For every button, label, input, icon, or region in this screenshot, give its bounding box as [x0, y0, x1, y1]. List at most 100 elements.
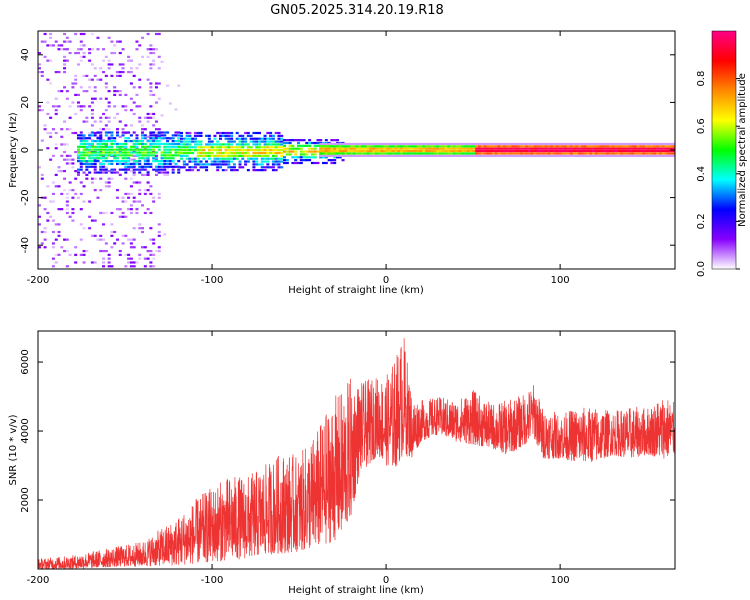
heatmap-cell	[397, 147, 401, 150]
heatmap-cell	[536, 152, 540, 155]
heatmap-cell	[553, 145, 557, 148]
heatmap-cell	[511, 152, 515, 155]
heatmap-cell	[160, 162, 164, 166]
heatmap-cell	[516, 142, 520, 146]
heatmap-cell	[316, 139, 320, 142]
heatmap-cell	[260, 169, 264, 172]
heatmap-cell	[516, 150, 520, 153]
heatmap-cell	[480, 142, 484, 146]
heatmap-cell	[138, 223, 142, 226]
heatmap-cell	[90, 78, 94, 81]
heatmap-cell	[107, 59, 111, 62]
heatmap-cell	[57, 70, 61, 74]
heatmap-cell	[221, 131, 225, 135]
heatmap-cell	[433, 142, 437, 146]
heatmap-cell	[447, 142, 451, 146]
heatmap-cell	[93, 162, 97, 166]
heatmap-cell	[567, 150, 571, 153]
heatmap-cell	[252, 160, 256, 163]
heatmap-cell	[514, 150, 518, 153]
heatmap-cell	[553, 152, 557, 155]
heatmap-cell	[138, 189, 142, 192]
heatmap-cell	[288, 139, 292, 142]
heatmap-cell	[146, 208, 150, 211]
heatmap-cell	[74, 112, 78, 116]
heatmap-cell	[586, 142, 590, 146]
heatmap-cell	[152, 159, 156, 163]
heatmap-cell	[102, 59, 106, 62]
heatmap-cell	[628, 150, 632, 153]
heatmap-cell	[622, 152, 626, 155]
heatmap-cell	[380, 154, 384, 157]
heatmap-cell	[224, 137, 228, 140]
heatmap-cell	[628, 147, 632, 150]
heatmap-cell	[452, 152, 456, 155]
heatmap-cell	[79, 44, 83, 47]
heatmap-cell	[63, 63, 67, 66]
heatmap-cell	[516, 147, 520, 150]
heatmap-cell	[670, 150, 674, 153]
heatmap-cell	[411, 150, 415, 153]
heatmap-cell	[149, 86, 153, 89]
heatmap-cell	[296, 139, 300, 142]
heatmap-cell	[90, 131, 94, 134]
heatmap-cell	[230, 157, 234, 160]
heatmap-cell	[246, 160, 250, 163]
heatmap-cell	[335, 154, 339, 157]
heatmap-cell	[227, 151, 231, 155]
heatmap-cell	[154, 120, 158, 123]
heatmap-cell	[196, 134, 200, 137]
heatmap-cell	[43, 32, 47, 36]
heatmap-cell	[583, 154, 587, 157]
heatmap-cell	[129, 204, 133, 207]
heatmap-cell	[188, 160, 192, 163]
heatmap-cell	[157, 234, 161, 237]
heatmap-cell	[43, 208, 47, 211]
heatmap-cell	[338, 152, 342, 155]
heatmap-cell	[672, 150, 675, 153]
heatmap-cell	[102, 112, 106, 116]
heatmap-cell	[115, 159, 119, 163]
heatmap-cell	[594, 150, 598, 153]
heatmap-cell	[505, 154, 509, 157]
heatmap-cell	[302, 150, 306, 153]
heatmap-cell	[110, 234, 114, 237]
heatmap-cell	[221, 154, 225, 157]
heatmap-cell	[416, 142, 420, 146]
heatmap-cell	[152, 168, 156, 171]
heatmap-cell	[271, 137, 275, 140]
heatmap-cell	[71, 82, 75, 85]
heatmap-cell	[85, 142, 89, 146]
heatmap-cell	[438, 147, 442, 150]
heatmap-cell	[79, 134, 83, 137]
heatmap-cell	[305, 159, 309, 162]
heatmap-cell	[257, 143, 261, 146]
heatmap-cell	[138, 63, 142, 66]
heatmap-cell	[196, 151, 200, 155]
heatmap-cell	[483, 154, 487, 157]
heatmap-cell	[244, 160, 248, 163]
heatmap-cell	[146, 116, 150, 119]
heatmap-cell	[477, 147, 481, 150]
heatmap-cell	[93, 219, 97, 222]
heatmap-cell	[154, 151, 158, 154]
heatmap-cell	[444, 152, 448, 155]
heatmap-cell	[305, 153, 309, 156]
heatmap-cell	[219, 137, 223, 140]
heatmap-cell	[550, 142, 554, 146]
heatmap-cell	[491, 152, 495, 155]
heatmap-cell	[129, 165, 133, 168]
heatmap-cell	[388, 145, 392, 148]
heatmap-cell	[427, 145, 431, 148]
heatmap-cell	[82, 157, 86, 160]
heatmap-cell	[408, 154, 412, 157]
heatmap-cell	[631, 150, 635, 153]
heatmap-cell	[224, 131, 228, 135]
heatmap-cell	[113, 44, 117, 47]
heatmap-cell	[583, 152, 587, 155]
heatmap-cell	[85, 137, 89, 140]
heatmap-cell	[168, 151, 172, 154]
heatmap-cell	[90, 124, 94, 127]
heatmap-cell	[124, 157, 128, 160]
heatmap-cell	[277, 149, 281, 152]
